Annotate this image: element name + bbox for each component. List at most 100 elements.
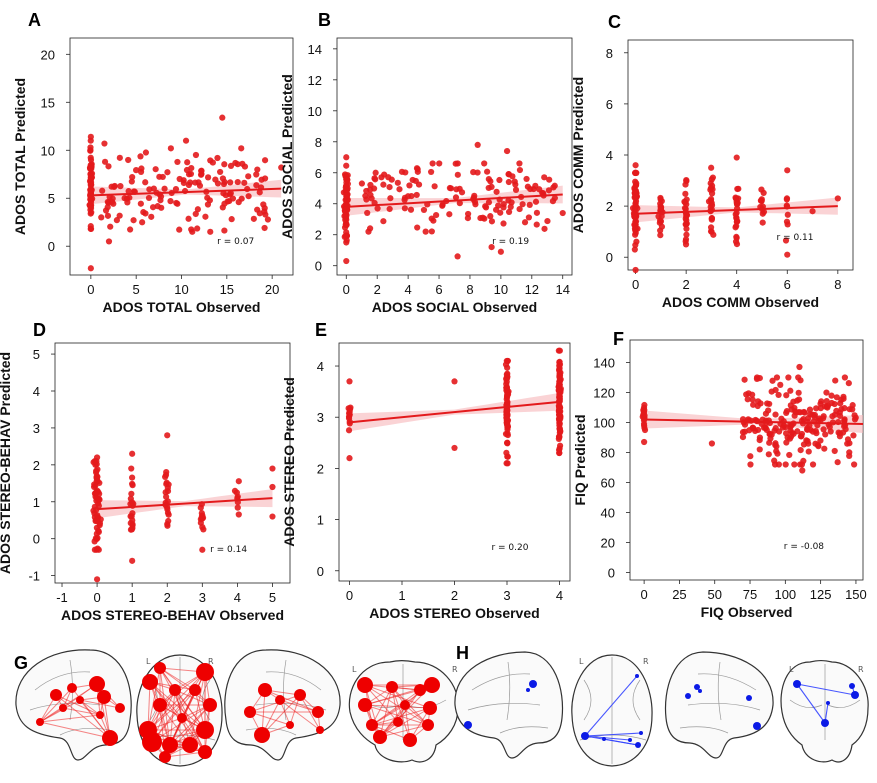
data-point (488, 218, 496, 225)
chart-f: F 0 25 50 75 100 125 150 0 20 40 60 80 100 120 140 FIQ O… (572, 329, 867, 620)
data-point (142, 210, 149, 217)
x-tick-label: 10 (174, 282, 188, 297)
data-point (836, 433, 843, 440)
data-point (841, 405, 848, 412)
y-tick-label: 10 (308, 104, 322, 119)
data-point (185, 215, 192, 222)
data-point (209, 159, 216, 166)
y-tick-label: 8 (606, 46, 613, 61)
data-point (269, 465, 276, 472)
x-axis-label: ADOS SOCIAL Observed (372, 299, 537, 315)
data-point (269, 483, 276, 491)
connectome-node (821, 719, 829, 727)
connectome-node (294, 689, 306, 701)
data-point (633, 193, 640, 200)
data-point (174, 158, 181, 166)
data-point (657, 232, 664, 239)
data-point (485, 199, 493, 206)
connectome-edge (584, 735, 631, 741)
data-point (833, 394, 840, 401)
regression-line (97, 497, 273, 511)
connectome-edge (299, 694, 321, 731)
plot-frame (69, 37, 294, 276)
connectome-edge (62, 707, 101, 716)
data-point (372, 176, 379, 183)
data-point (786, 451, 793, 459)
data-point (758, 197, 765, 205)
chart-b: B 0 2 4 6 8 10 12 14 0 2 4 6 8 10 12 14 ADOS SOCIAL Obser… (279, 10, 573, 315)
data-point (261, 204, 268, 212)
data-point (343, 257, 350, 265)
data-point (632, 162, 639, 169)
data-point (800, 457, 807, 464)
connectome-node (635, 742, 641, 748)
regression-line (644, 418, 864, 425)
data-point (747, 461, 754, 468)
data-point (559, 209, 566, 217)
x-tick-label: 50 (707, 587, 721, 602)
data-point (790, 398, 797, 405)
data-point (87, 199, 95, 206)
x-tick-label: 75 (743, 587, 757, 602)
data-point (454, 253, 461, 260)
y-tick-label: 15 (41, 95, 55, 110)
data-point (733, 154, 740, 161)
connectome-node (97, 690, 111, 704)
data-point (101, 158, 109, 165)
y-tick-label: 2 (33, 458, 40, 473)
data-point (805, 448, 812, 455)
data-point (87, 144, 94, 151)
data-point (763, 426, 770, 434)
data-point (732, 224, 739, 231)
data-point (809, 461, 817, 468)
data-point (820, 426, 827, 433)
connectome-edge (79, 699, 121, 709)
connectome-node (254, 727, 270, 743)
x-axis-label: ADOS STEREO-BEHAV Observed (61, 607, 284, 623)
data-point (164, 169, 171, 176)
x-tick-label: 2 (374, 282, 381, 297)
x-tick-label: 6 (784, 277, 791, 292)
data-point (227, 179, 234, 186)
data-point (557, 428, 564, 435)
data-point (747, 453, 754, 460)
data-point (536, 186, 543, 193)
data-point (401, 205, 408, 212)
y-tick-label: 120 (593, 386, 615, 401)
y-tick-label: 5 (33, 347, 40, 362)
data-point (820, 413, 827, 420)
data-point (163, 468, 170, 476)
data-point (346, 455, 353, 462)
connectome-node (286, 721, 294, 729)
data-point (503, 449, 510, 456)
y-tick-label: 1 (317, 513, 324, 528)
data-point (185, 181, 192, 189)
data-point (386, 184, 393, 191)
data-point (834, 459, 841, 466)
connectome-node (746, 695, 752, 701)
data-point (541, 225, 548, 232)
data-point (841, 423, 848, 430)
data-point (732, 194, 739, 201)
connectome-node (393, 717, 403, 727)
data-point (446, 184, 454, 192)
connectome-node (102, 730, 118, 746)
data-point (343, 154, 350, 161)
data-point (229, 195, 237, 202)
connectome-node (826, 701, 830, 705)
data-point (95, 546, 102, 553)
data-point (503, 408, 511, 415)
connectome-node (154, 662, 166, 674)
y-tick-label: 10 (41, 143, 55, 158)
data-point (145, 194, 153, 202)
data-point (110, 200, 117, 207)
regression-line (349, 400, 560, 424)
data-point (505, 171, 512, 178)
data-point (832, 377, 839, 384)
connectome-edge (796, 683, 826, 724)
y-tick-label: 8 (315, 135, 322, 150)
data-point (488, 183, 495, 190)
data-point (493, 188, 500, 195)
data-point (362, 192, 369, 199)
y-axis-label: ADOS COMM Predicted (570, 77, 586, 233)
